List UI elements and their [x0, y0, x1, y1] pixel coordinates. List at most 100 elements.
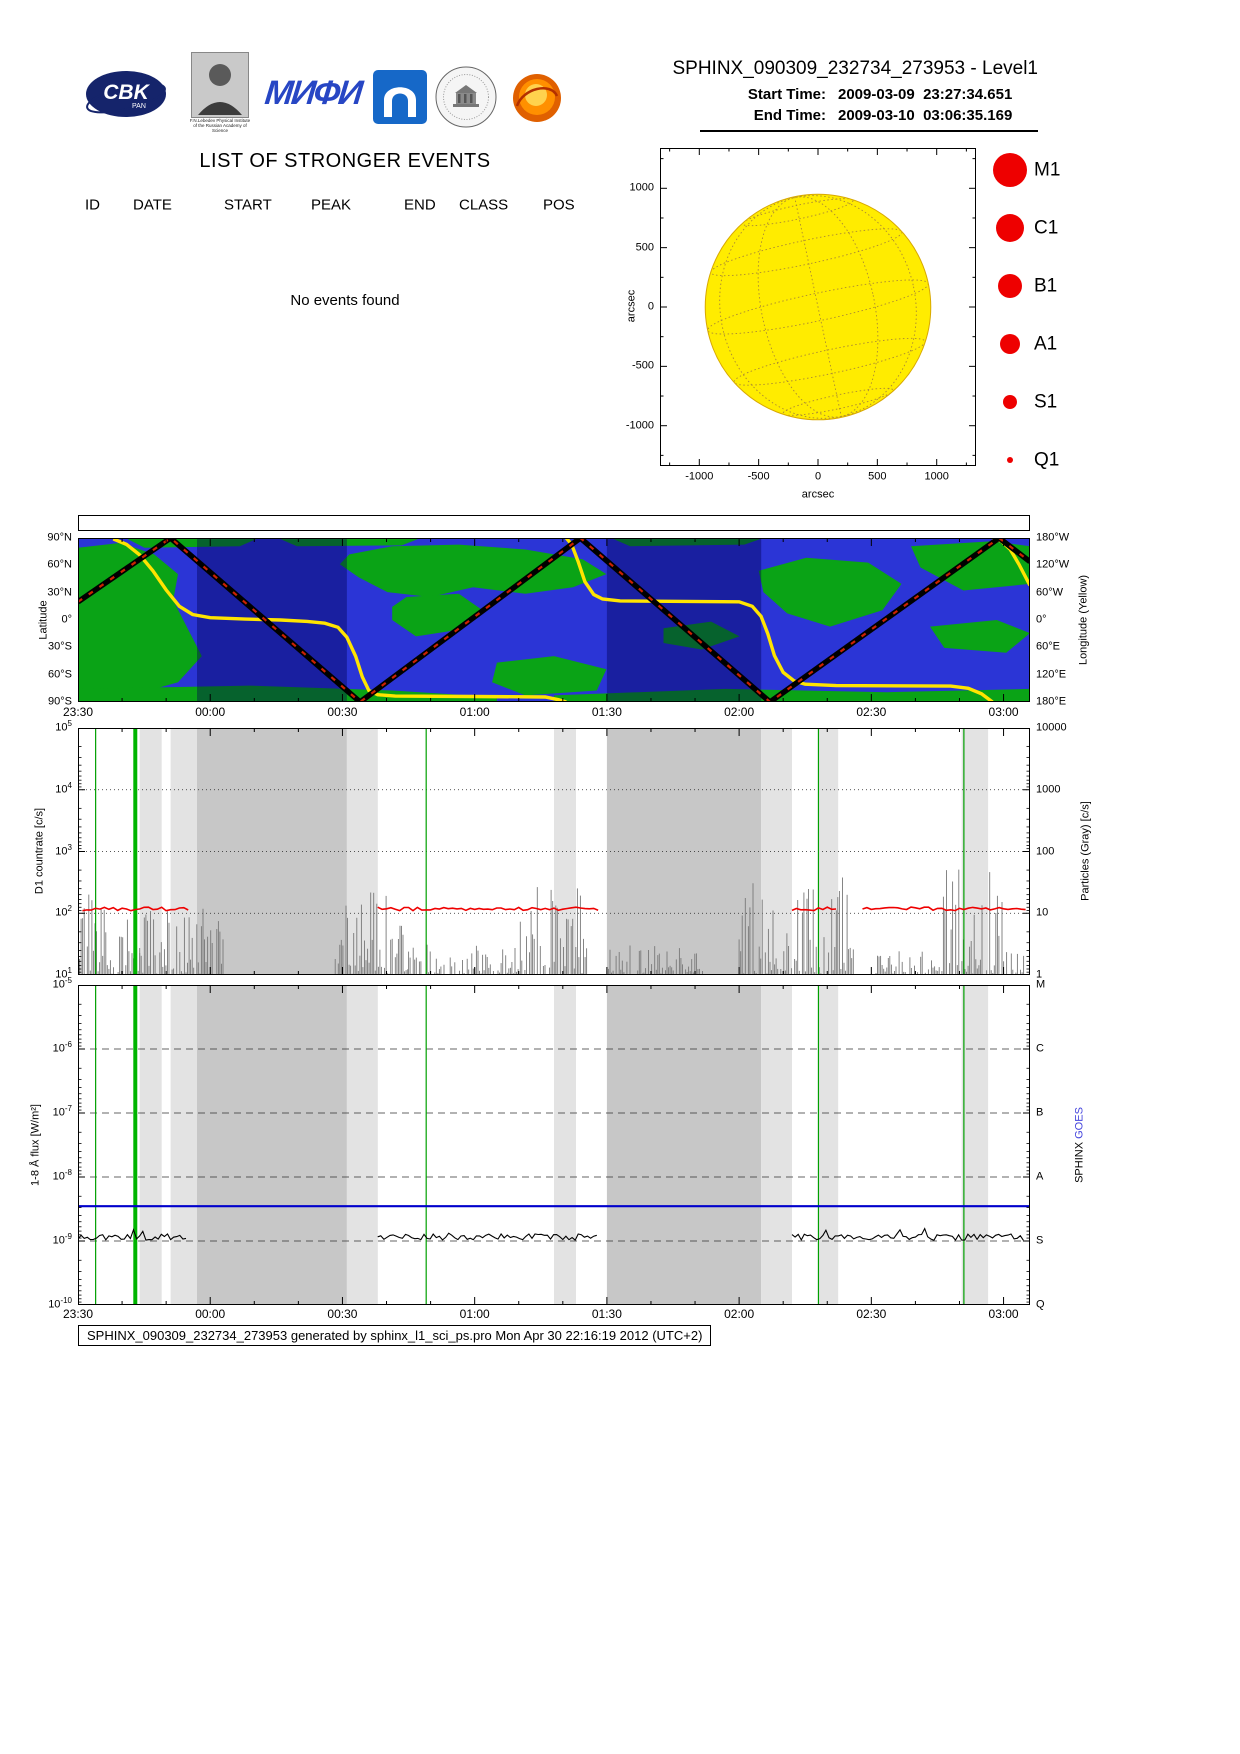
map-time-tick-label: 02:30	[856, 705, 887, 719]
countrate-axis-label: D1 countrate [c/s]	[33, 807, 46, 895]
start-time-label: Start Time:	[747, 86, 826, 103]
events-column-pos: POS	[543, 196, 575, 214]
solar-y-tick-label: -500	[631, 359, 654, 372]
solar-x-tick-label: -500	[747, 470, 770, 483]
events-column-end: END	[404, 196, 436, 214]
longitude-line	[112, 538, 567, 702]
legend-flare-class-dot	[1007, 457, 1013, 463]
particles-axis-label: Particles (Gray) [c/s]	[1079, 801, 1092, 901]
map-time-tick-label: 03:00	[988, 705, 1019, 719]
sphinx-flux-line	[791, 1227, 1024, 1242]
longitude-tick-label: 60°W	[1036, 586, 1064, 599]
latitude-tick-label: 0°	[61, 613, 72, 626]
solar-y-axis-label: arcsec	[625, 289, 638, 323]
latitude-tick-label: 30°N	[47, 586, 72, 599]
solar-y-tick-label: 500	[635, 241, 654, 254]
d1-countrate-line	[377, 906, 599, 912]
legend-flare-class-label: C1	[1034, 217, 1059, 239]
eclipse-shade-umbra	[197, 728, 347, 975]
lebedev-portrait-stamp	[191, 52, 249, 118]
events-column-peak: PEAK	[311, 196, 352, 214]
eclipse-shade-umbra	[606, 728, 762, 975]
flux-time-tick-label: 00:30	[327, 1307, 358, 1321]
eclipse-shade-penumbra	[761, 985, 792, 1305]
flux-time-tick-label: 02:30	[856, 1307, 887, 1321]
events-column-class: CLASS	[459, 196, 509, 214]
longitude-tick-label: 180°W	[1036, 531, 1070, 544]
longitude-tick-label: 60°E	[1036, 640, 1060, 653]
eclipse-shade-umbra	[606, 985, 762, 1305]
flux-y-tick-label: 10-5	[52, 975, 72, 991]
latitude-axis-label: Latitude	[37, 600, 50, 640]
longitude-tick-label: 120°W	[1036, 558, 1070, 571]
continent	[492, 656, 607, 696]
eclipse-shade-penumbra	[346, 985, 378, 1305]
logo-row: CBK PAN F.N.Lebedev Physical Institute o…	[85, 52, 575, 138]
particles-y-tick-label: 1	[1036, 968, 1043, 981]
particles-y-tick-label: 100	[1036, 845, 1055, 857]
eclipse-shade-penumbra	[170, 985, 197, 1305]
solar-x-tick-label: 0	[814, 470, 822, 483]
start-time-row: Start Time: 2009-03-09 23:27:34.651	[700, 84, 1038, 105]
report-title: SPHINX_090309_232734_273953 - Level1	[672, 58, 1038, 79]
legend-flare-class-dot	[998, 274, 1022, 298]
countrate-y-tick-label: 103	[55, 842, 72, 857]
legend-flare-class-dot	[993, 153, 1027, 187]
eclipse-shade-penumbra	[818, 728, 839, 975]
countrate-panel	[78, 728, 1030, 975]
latitude-tick-label: 90°N	[47, 531, 72, 544]
flux-time-tick-label: 03:00	[988, 1307, 1019, 1321]
flux-panel	[78, 985, 1030, 1305]
latitude-tick-label: 60°N	[47, 558, 72, 571]
ground-track-map	[78, 538, 1030, 702]
goes-class-label: Q	[1036, 1298, 1045, 1311]
particles-y-tick-label: 1000	[1036, 783, 1061, 796]
solar-x-tick-label: -1000	[685, 470, 714, 483]
latitude-tick-label: 60°S	[48, 668, 72, 681]
eclipse-shade-penumbra	[818, 985, 839, 1305]
flux-y-tick-label: 10-8	[52, 1167, 72, 1183]
eclipse-shade-umbra	[197, 985, 347, 1305]
flare-interval-strip	[78, 515, 1030, 531]
flux-y-tick-label: 10-10	[48, 1295, 72, 1311]
solar-x-tick-label: 1000	[924, 470, 949, 483]
continent	[339, 544, 607, 597]
eclipse-shade-penumbra	[554, 985, 576, 1305]
continent	[78, 685, 497, 702]
map-time-tick-label: 00:30	[327, 705, 358, 719]
countrate-y-tick-label: 104	[55, 780, 72, 796]
flux-y-tick-label: 10-6	[52, 1039, 72, 1055]
goes-class-label: B	[1036, 1106, 1044, 1119]
countrate-y-tick-label: 101	[55, 965, 72, 981]
flux-time-tick-label: 00:00	[195, 1307, 226, 1321]
time-range-block: Start Time: 2009-03-09 23:27:34.651 End …	[700, 84, 1038, 132]
map-time-tick-label: 01:30	[591, 705, 622, 719]
goes-class-label: C	[1036, 1042, 1044, 1055]
legend-flare-class-label: Q1	[1034, 449, 1060, 471]
arch-logo-graphic	[384, 87, 416, 117]
flux-time-tick-label: 02:00	[724, 1307, 755, 1321]
particles-y-tick-label: 10	[1036, 906, 1049, 919]
university-seal-logo	[435, 66, 497, 128]
eclipse-shade-penumbra	[961, 985, 989, 1305]
legend-flare-class-label: S1	[1034, 391, 1058, 413]
flux-y-tick-label: 10-7	[52, 1103, 72, 1119]
particles-y-tick-label: 10000	[1036, 721, 1067, 734]
particle-spikes	[78, 869, 1029, 975]
longitude-tick-label: 0°	[1036, 613, 1047, 626]
countrate-y-tick-label: 102	[55, 904, 72, 919]
mephi-logo-text: МИФИ	[263, 74, 363, 112]
events-column-date: DATE	[133, 196, 172, 214]
map-time-tick-label: 00:00	[195, 705, 226, 719]
legend-flare-class-label: A1	[1034, 333, 1058, 355]
flux-axis-label: 1-8 Å flux [W/m²]	[29, 1104, 42, 1186]
countrate-y-tick-label: 105	[55, 718, 72, 734]
lebedev-caption: F.N.Lebedev Physical Institute of the Ru…	[189, 118, 251, 134]
end-time-label: End Time:	[753, 107, 826, 124]
legend-flare-class-dot	[1000, 334, 1020, 354]
longitude-axis-label: Longitude (Yellow)	[1077, 574, 1090, 666]
sphinx-flux-line	[377, 1232, 597, 1241]
start-time-value: 2009-03-09 23:27:34.651	[838, 86, 1013, 103]
cbk-pan-logo: CBK PAN	[85, 64, 167, 128]
solar-x-axis-label: arcsec	[801, 488, 835, 501]
